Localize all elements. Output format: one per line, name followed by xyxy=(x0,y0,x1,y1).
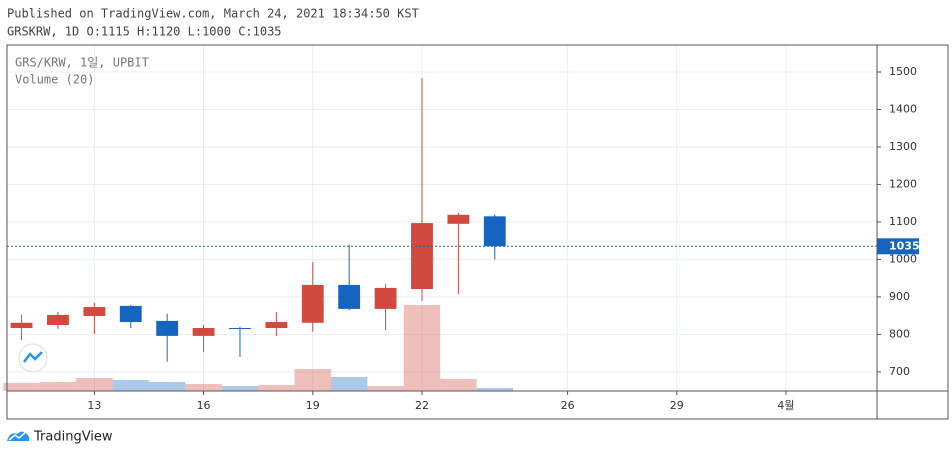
y-tick-label: 1400 xyxy=(889,102,917,115)
candle-body xyxy=(119,305,142,323)
y-tick-label: 1100 xyxy=(889,215,917,228)
volume-bar xyxy=(330,377,368,391)
volume-bar xyxy=(3,383,40,391)
volume-bar xyxy=(403,305,441,391)
candle-body xyxy=(83,307,106,317)
y-tick-label: 1300 xyxy=(889,140,917,153)
candle-body xyxy=(10,322,33,329)
watermark-icon xyxy=(18,343,48,373)
volume-bar xyxy=(476,388,513,391)
x-tick-label: 13 xyxy=(87,399,101,412)
last-price-label: 1035 xyxy=(889,239,920,252)
candle-layer xyxy=(7,77,877,362)
volume-bar xyxy=(294,369,331,391)
volume-bar xyxy=(367,386,404,391)
x-tick-label: 4월 xyxy=(777,399,794,412)
last-price-tag xyxy=(877,238,919,255)
candle-body xyxy=(338,284,361,309)
axes: 700 800 900 1000 1100 1200 1300 1400 1500 13 16 19 2… xyxy=(87,65,919,412)
candle-body xyxy=(192,328,215,336)
x-tick-label: 22 xyxy=(415,399,429,412)
candle-body xyxy=(265,322,288,329)
volume-bar xyxy=(440,379,477,391)
volume-bar xyxy=(39,382,77,391)
volume-bar xyxy=(112,380,149,391)
y-tick-label: 1500 xyxy=(889,65,917,78)
volume-layer xyxy=(3,305,513,391)
candle-body xyxy=(411,223,433,290)
x-tick-label: 19 xyxy=(306,399,320,412)
volume-bar xyxy=(258,385,295,391)
symbol-info: GRSKRW, 1D O:1115 H:1120 L:1000 C:1035 xyxy=(7,25,282,39)
x-tick-label: 16 xyxy=(197,399,211,412)
y-tick-label: 900 xyxy=(889,290,910,303)
y-tick-label: 800 xyxy=(889,327,910,340)
brand-logo xyxy=(7,431,29,441)
x-tick-label: 26 xyxy=(561,399,575,412)
legend-symbol: GRS/KRW, 1일, UPBIT xyxy=(15,56,149,70)
candle-body xyxy=(47,314,69,326)
legend-volume: Volume (20) xyxy=(15,73,94,87)
candle-body xyxy=(483,216,506,247)
volume-bar xyxy=(76,378,113,391)
candle-body xyxy=(156,320,179,336)
volume-bar xyxy=(185,384,222,391)
candle-body xyxy=(374,287,397,309)
published-line: Published on TradingView.com, March 24, … xyxy=(7,7,419,21)
candle-body xyxy=(447,214,470,224)
y-tick-label: 1200 xyxy=(889,177,917,190)
x-tick-label: 29 xyxy=(670,399,684,412)
brand-text: TradingView xyxy=(33,430,113,445)
grid xyxy=(7,45,877,391)
candle-body xyxy=(229,328,251,330)
candle-body xyxy=(301,284,324,323)
frame xyxy=(6,44,949,420)
y-tick-label: 700 xyxy=(889,365,910,378)
y-tick-label: 1000 xyxy=(889,252,917,265)
volume-bar xyxy=(148,382,186,391)
volume-bar xyxy=(221,386,259,391)
